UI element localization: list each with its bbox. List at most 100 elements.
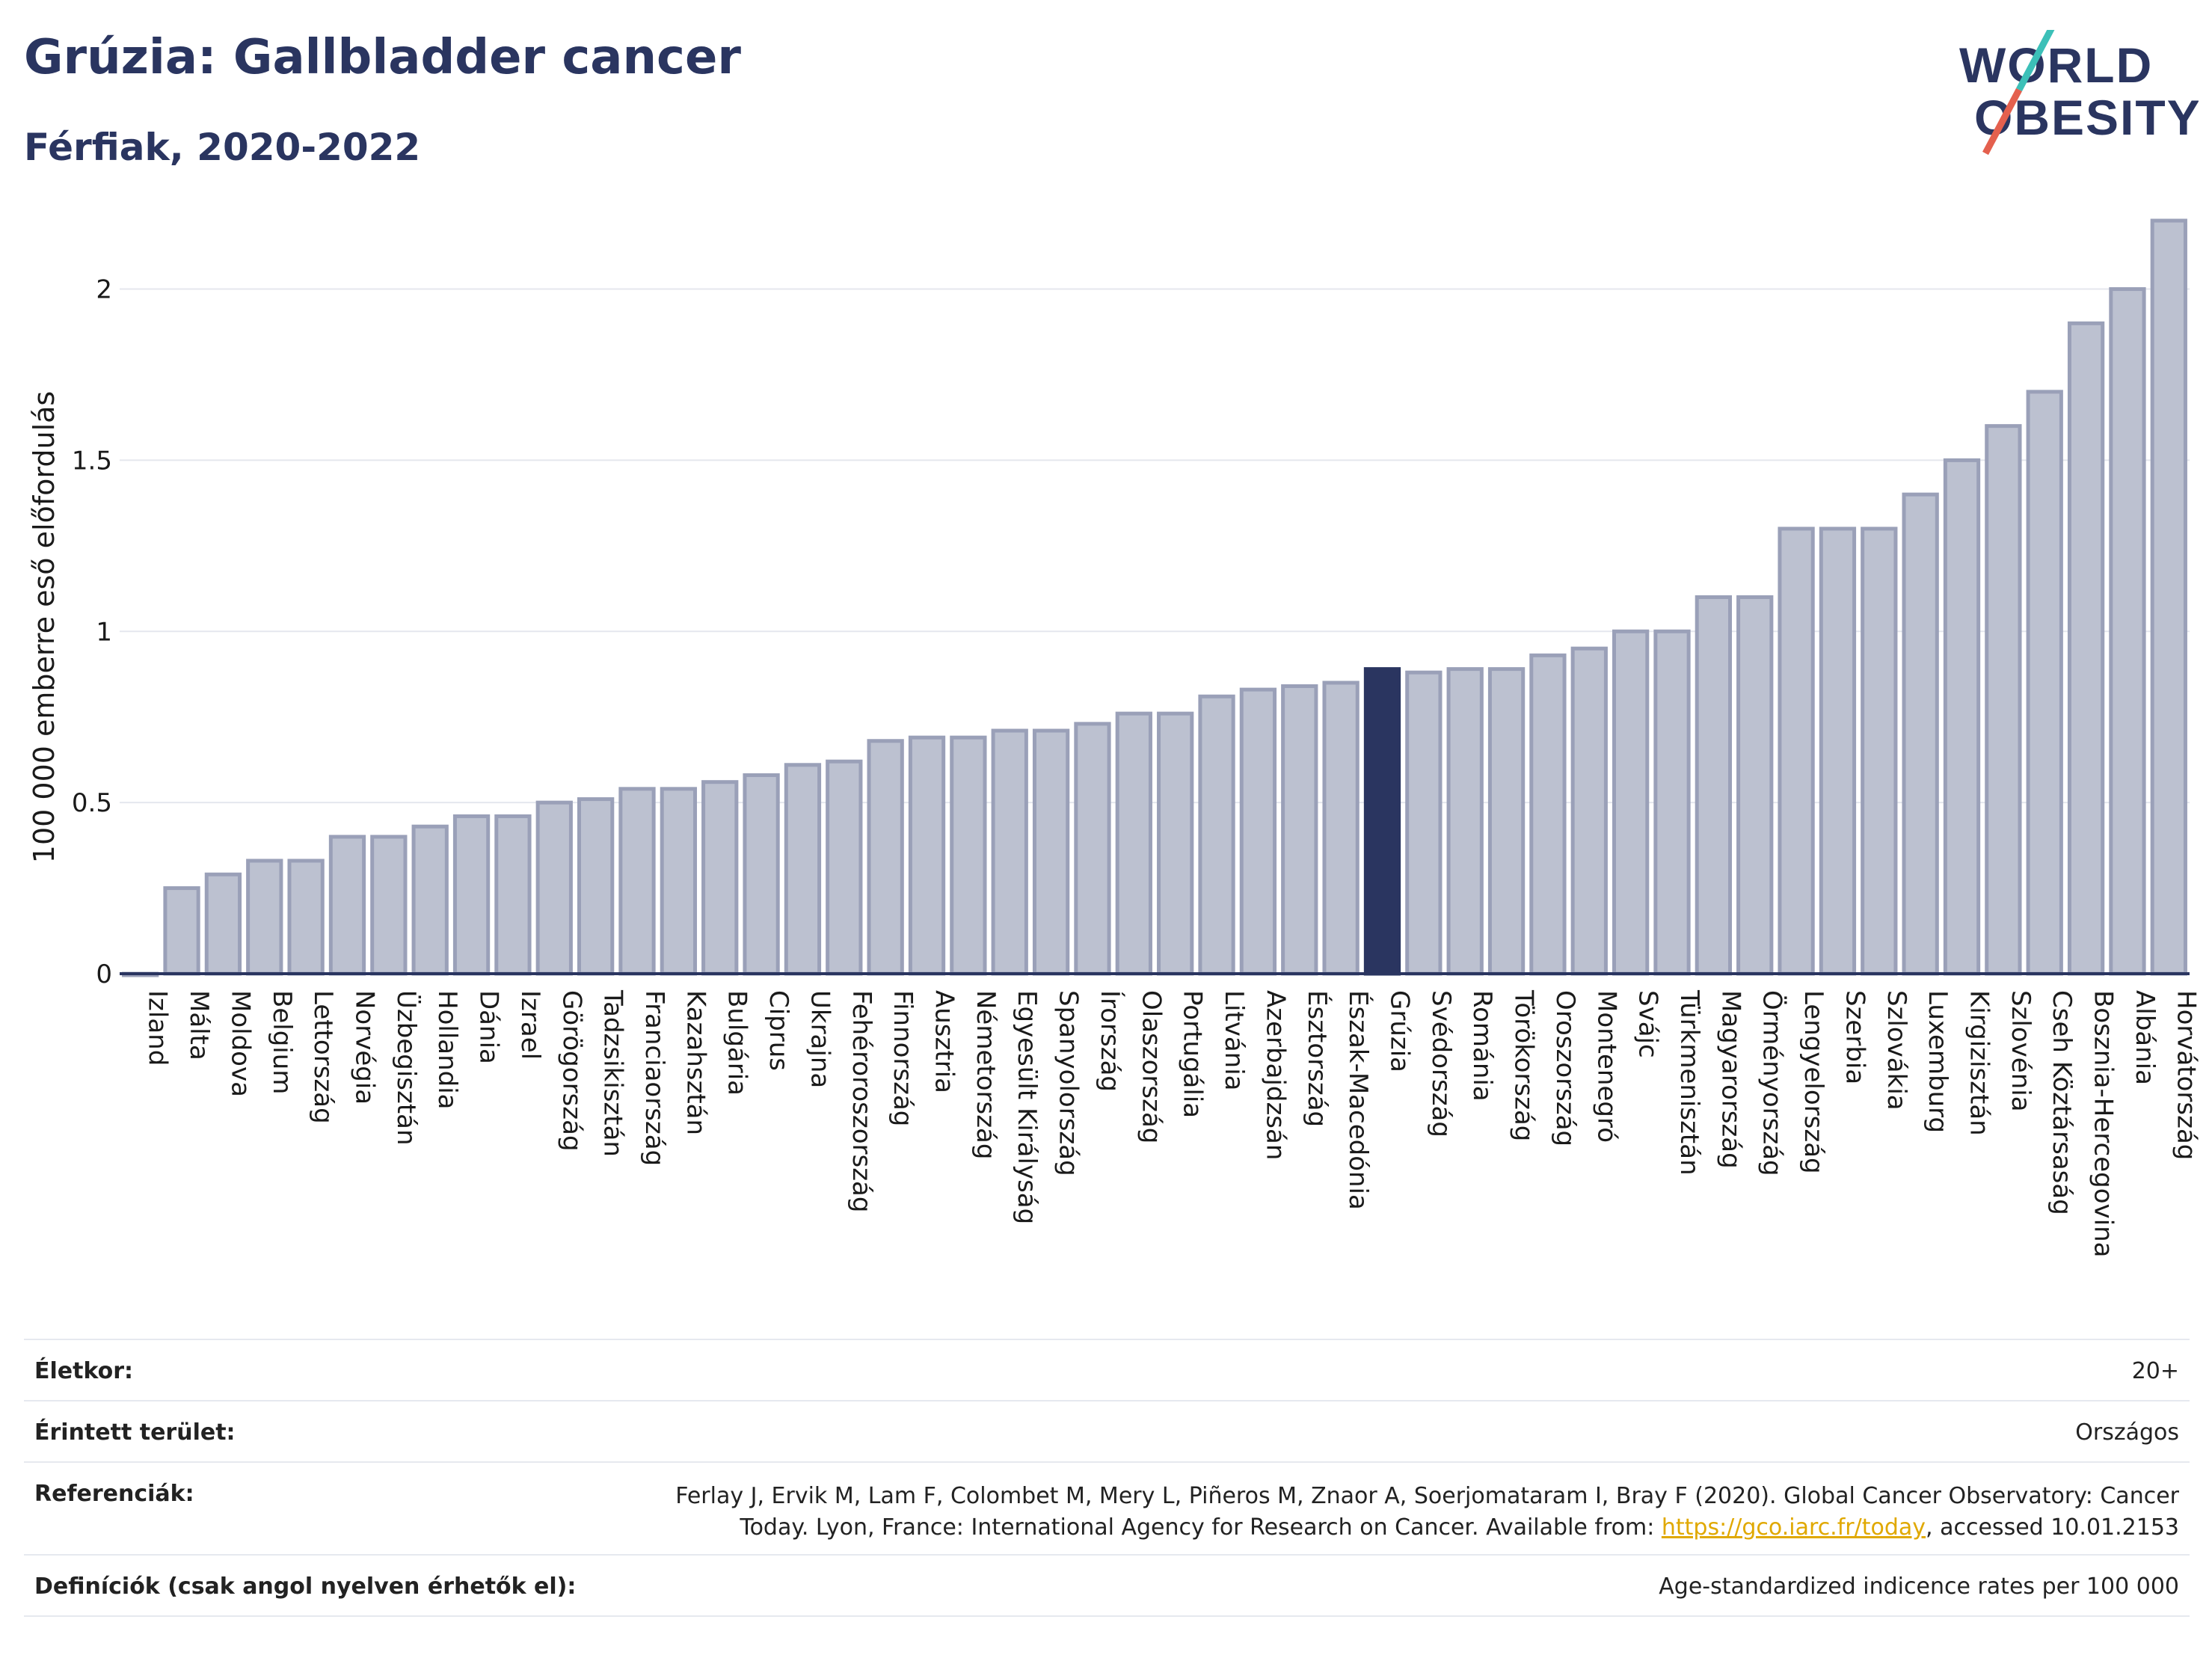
bar xyxy=(1695,595,1733,976)
x-tick-label: Svájc xyxy=(1633,990,1663,1058)
definitions-label: Definíciók (csak angol nyelven érhetők e… xyxy=(34,1573,577,1600)
x-tick-label: Belgium xyxy=(267,990,297,1094)
x-tick-label: Spanyolország xyxy=(1054,990,1084,1176)
bar xyxy=(1115,711,1152,976)
x-tick-label: Örményország xyxy=(1757,990,1788,1176)
y-tick-labels: 0 0.5 1 1.5 2 xyxy=(72,275,112,989)
info-row-age: Életkor: 20+ xyxy=(24,1339,2190,1400)
bar xyxy=(1032,728,1070,976)
bar xyxy=(743,773,780,976)
world-obesity-logo: WORLD OBESITY xyxy=(1959,30,2199,156)
x-tick-label: Észtország xyxy=(1302,990,1333,1127)
info-bottom-border xyxy=(24,1615,2190,1617)
x-tick-label: Ciprus xyxy=(764,990,793,1071)
bar xyxy=(1943,458,1981,976)
area-label: Érintett terület: xyxy=(34,1419,236,1446)
x-tick-label: Észak-Macedónia xyxy=(1343,990,1374,1210)
info-row-area: Érintett terület: Országos xyxy=(24,1400,2190,1461)
bar xyxy=(1778,526,1815,976)
bar xyxy=(1612,629,1650,976)
x-tick-label: Írország xyxy=(1095,990,1125,1092)
bar xyxy=(1157,711,1194,976)
x-tick-label: Horvátország xyxy=(2171,990,2201,1160)
info-row-definitions: Definíciók (csak angol nyelven érhetők e… xyxy=(24,1554,2190,1615)
x-tick-label: Norvégia xyxy=(349,990,379,1105)
x-tick-label: Egyesült Királyság xyxy=(1012,990,1042,1224)
x-tick-label: Türkmenisztán xyxy=(1674,989,1704,1176)
bar xyxy=(1487,667,1526,976)
bar xyxy=(950,735,987,976)
references-line-2-post: , accessed 10.01.2153 xyxy=(1926,1514,2179,1541)
x-tick-label: Dánia xyxy=(474,990,504,1064)
bar xyxy=(246,859,283,976)
bar xyxy=(1405,670,1443,976)
x-tick-label: Lettország xyxy=(308,990,338,1124)
bar xyxy=(2150,218,2187,976)
x-tick-label: Szlovákia xyxy=(1881,990,1911,1111)
x-tick-label: Svédország xyxy=(1426,990,1456,1137)
x-tick-label: Azerbajdzsán xyxy=(1260,990,1290,1160)
bar xyxy=(1736,595,1774,976)
chart-subtitle: Férfiak, 2020-2022 xyxy=(24,126,421,169)
bar xyxy=(784,763,822,976)
y-axis-label: 100 000 emberre eső előfordulás xyxy=(28,391,61,863)
y-tick-label: 2 xyxy=(96,275,112,305)
bar-chart: 0 0.5 1 1.5 2 Izland Málta Moldova Belgium Letto… xyxy=(28,218,2201,1257)
bar xyxy=(287,859,325,976)
logo-slash-teal xyxy=(2016,30,2055,92)
references-text: Ferlay J, Ervik M, Lam F, Colombet M, Me… xyxy=(675,1481,2179,1544)
bar xyxy=(577,797,615,976)
bar xyxy=(535,800,573,976)
x-tick-label: Finnország xyxy=(888,990,918,1126)
bar xyxy=(991,728,1028,976)
x-tick-label: Montenegró xyxy=(1591,990,1621,1143)
x-tick-label: Cseh Köztársaság xyxy=(2047,990,2077,1215)
x-tick-label: Albánia xyxy=(2130,990,2160,1085)
x-tick-label: Litvánia xyxy=(1219,990,1249,1091)
references-line-1: Ferlay J, Ervik M, Lam F, Colombet M, Me… xyxy=(675,1483,2179,1509)
bar xyxy=(908,735,946,976)
references-link[interactable]: https://gco.iarc.fr/today xyxy=(1661,1514,1926,1541)
bar xyxy=(411,824,449,976)
x-tick-label: Portugália xyxy=(1178,990,1208,1118)
x-tick-label: Szerbia xyxy=(1840,990,1870,1084)
x-tick-label: Izrael xyxy=(515,990,545,1060)
bar xyxy=(1322,681,1360,976)
bar xyxy=(701,780,739,976)
x-tick-label: Kazahsztán xyxy=(681,990,710,1135)
x-tick-label: Ausztria xyxy=(930,990,959,1093)
bar xyxy=(1239,687,1277,976)
logo-word-world: WORLD xyxy=(1959,37,2153,93)
y-tick-label: 0 xyxy=(96,959,112,989)
bar xyxy=(826,759,863,976)
x-tick-label: Bosznia-Hercegovina xyxy=(2089,990,2119,1257)
x-tick-label: Franciaország xyxy=(639,990,669,1166)
bar xyxy=(1281,684,1318,976)
age-label: Életkor: xyxy=(34,1358,134,1384)
y-tick-label: 0.5 xyxy=(72,788,112,818)
bar xyxy=(204,872,242,976)
x-tick-label: Kirgizisztán xyxy=(1964,990,1994,1136)
x-tick-label: Törökország xyxy=(1509,989,1539,1141)
logo-slash-red xyxy=(1982,87,2022,156)
x-tick-label: Luxemburg xyxy=(1923,990,1953,1133)
x-tick-label: Magyarország xyxy=(1715,990,1745,1169)
references-line-2: Today. Lyon, France: International Agenc… xyxy=(675,1512,2179,1544)
bar xyxy=(328,835,366,976)
bar xyxy=(1529,653,1567,976)
bar xyxy=(867,739,904,976)
bar xyxy=(2026,390,2063,976)
bar xyxy=(494,814,532,976)
bar xyxy=(1985,424,2022,976)
bar xyxy=(2109,287,2146,976)
x-tick-label: Oroszország xyxy=(1550,990,1580,1146)
references-line-2-pre: Today. Lyon, France: International Agenc… xyxy=(740,1514,1662,1541)
bar xyxy=(1902,492,1939,976)
bar-highlight xyxy=(1363,667,1401,976)
bar xyxy=(1446,667,1484,976)
x-tick-label: Lengyelország xyxy=(1798,990,1828,1174)
bars xyxy=(122,218,2187,977)
x-tick-label: Tadzsikisztán xyxy=(598,989,628,1157)
x-tick-label: Németország xyxy=(971,990,1001,1159)
x-tick-label: Izland xyxy=(143,990,173,1066)
